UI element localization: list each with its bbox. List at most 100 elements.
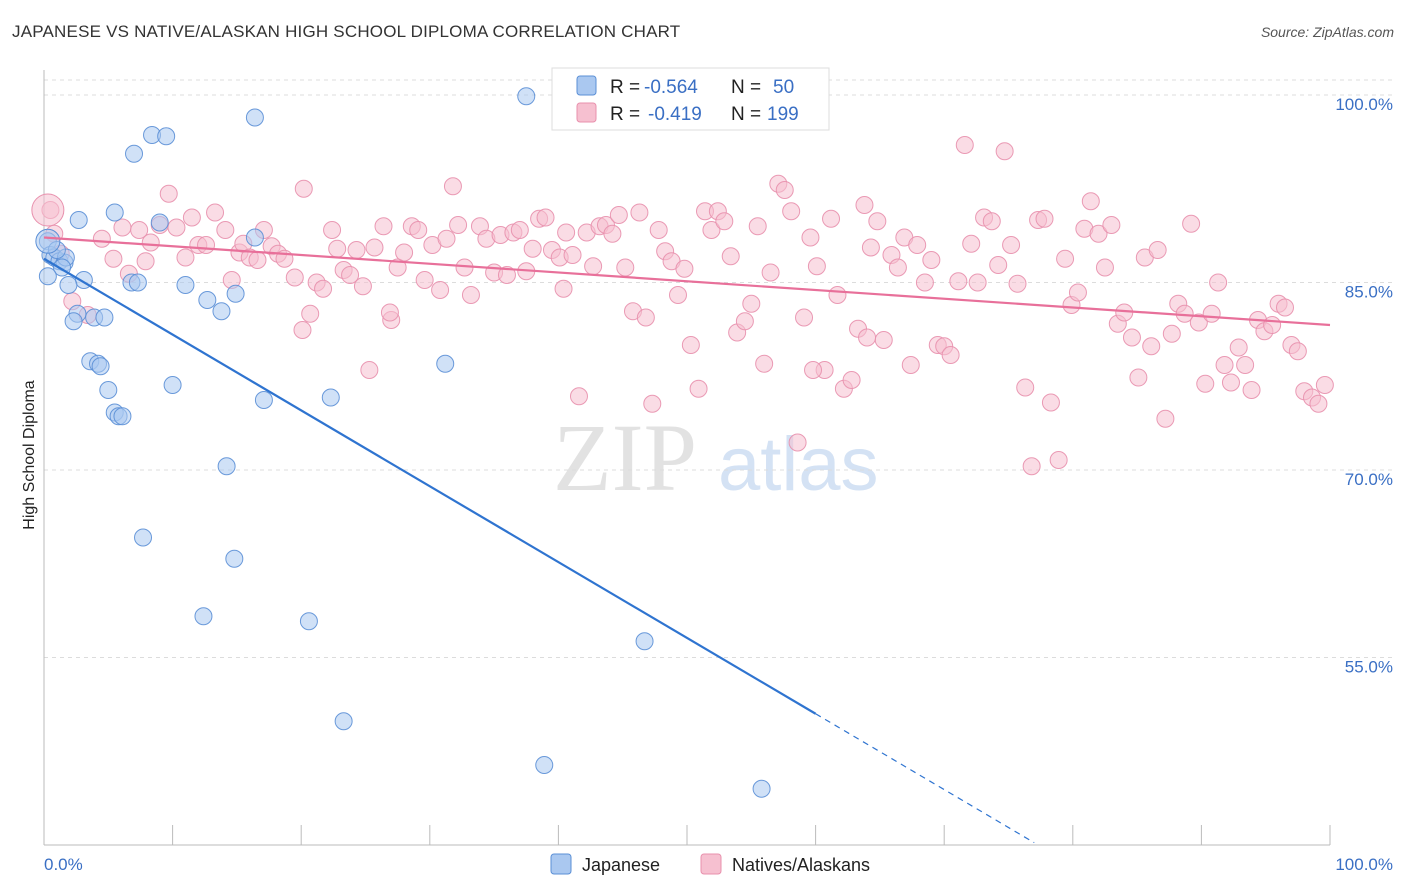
japanese-point [128,273,147,292]
native-point [523,239,542,258]
native-point [982,212,1001,231]
series-legend-label-japanese: Japanese [582,855,660,875]
native-point [968,273,987,292]
japanese-point [113,407,132,426]
japanese-point [95,308,114,327]
native-point [113,218,132,237]
x-tick-label-min: 0.0% [44,855,83,874]
series-legend: Japanese Natives/Alaskans [550,853,870,875]
native-point [1189,313,1208,332]
native-point [216,221,235,239]
native-point [901,356,920,374]
native-point [962,234,981,253]
native-point [1209,273,1228,292]
native-point [668,286,687,304]
japanese-point-large [35,228,61,254]
native-point [861,238,880,257]
native-point-large [31,193,65,227]
japanese-point [99,381,118,399]
japanese-point [59,276,78,294]
native-point [636,308,655,327]
native-point [1162,324,1181,343]
native-point [449,216,468,234]
native-point [136,252,155,271]
japanese-point [245,108,264,127]
y-tick-labels: 100.0% 85.0% 70.0% 55.0% [1335,95,1393,677]
native-point [681,336,700,354]
japanese-point [225,549,244,568]
native-point [888,258,907,277]
native-point [922,251,941,269]
native-point [955,136,974,154]
japanese-point [150,213,169,232]
native-point [609,206,628,224]
native-point [989,256,1008,274]
japanese-point [752,779,771,798]
native-point [755,354,774,373]
chart-title: JAPANESE VS NATIVE/ALASKAN HIGH SCHOOL D… [12,22,681,41]
japanese-point [194,607,213,626]
native-point [807,257,826,276]
native-point [431,281,450,299]
native-point [842,371,861,389]
native-point [294,179,313,198]
legend-r-label-native: R = [610,104,640,125]
native-point [1008,274,1027,293]
native-point [437,229,456,248]
native-point [995,142,1014,161]
native-point [301,304,320,323]
native-point [443,177,462,196]
native-trend-line [43,236,1331,327]
native-point [563,246,582,264]
native-point [167,218,186,237]
japanese-point [535,756,554,774]
japanese-point [134,528,153,547]
native-point [855,196,874,214]
japanese-point [198,291,217,309]
native-point [795,308,814,327]
native-point [536,208,555,227]
native-point [1182,214,1201,233]
native-point [461,286,480,304]
japanese-point [635,632,654,651]
native-point [510,221,529,239]
native-point [748,217,767,236]
native-point [130,221,149,239]
native-point [1102,216,1121,234]
legend-n-label-native: N = [731,104,761,125]
native-point [1202,304,1221,323]
japanese-point [334,712,353,731]
watermark-zip: ZIP [553,404,697,511]
native-point [248,251,267,269]
native-point [92,229,111,248]
native-point [1229,338,1248,357]
native-point [388,258,407,277]
japanese-point [436,354,455,373]
native-point [1089,224,1108,243]
legend-r-label-japanese: R = [610,77,640,98]
native-point [557,223,576,242]
native-point [497,266,516,284]
japanese-trend-extension [815,713,1035,844]
native-point [1095,258,1114,277]
y-tick-label: 70.0% [1345,470,1393,489]
japanese-point [517,87,536,106]
y-tick-label: 85.0% [1345,283,1393,302]
native-point [1129,368,1148,387]
native-point [1315,376,1334,394]
native-point [584,257,603,276]
native-point [1236,356,1255,374]
native-point [1215,356,1234,374]
native-point [788,433,807,452]
native-point [1049,451,1068,469]
native-point [941,346,960,364]
native-point [197,236,216,254]
native-point [395,243,414,262]
native-point [801,228,820,247]
native-point [347,241,366,259]
native-point [104,249,123,268]
native-point [374,217,393,236]
native-point [761,263,780,282]
native-point [1022,457,1041,476]
